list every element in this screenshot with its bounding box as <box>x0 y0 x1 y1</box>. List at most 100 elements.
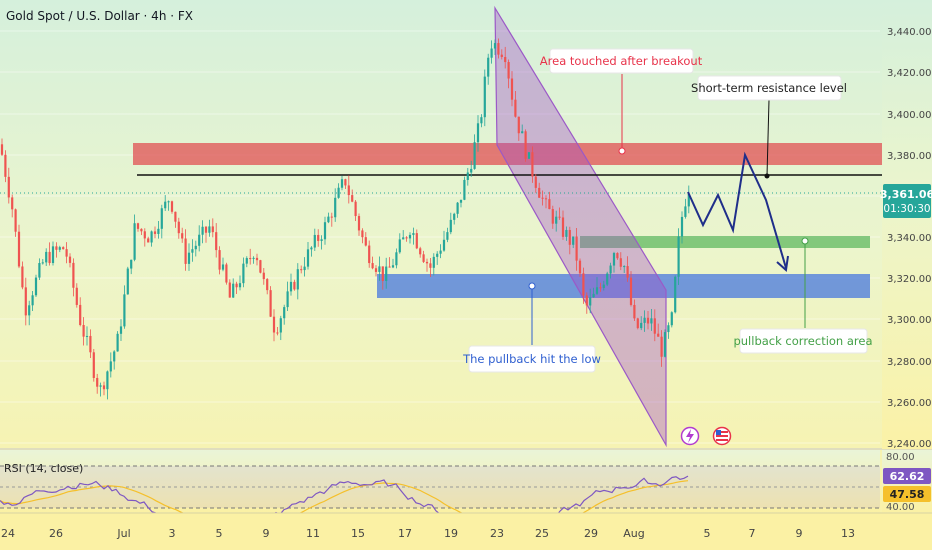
candle-body <box>442 239 446 251</box>
current-price-label: 3,361.06 <box>880 188 932 201</box>
candle-body <box>340 179 344 188</box>
candle-body <box>354 201 357 217</box>
candle-body <box>446 232 449 240</box>
candle-body <box>266 279 269 291</box>
candle-body <box>527 152 531 159</box>
candle-body <box>602 284 605 288</box>
candle-body <box>371 263 374 269</box>
candle-body <box>636 318 639 329</box>
candle-body <box>201 226 204 235</box>
us-flag-event-icon[interactable] <box>712 426 732 446</box>
red-resistance-zone[interactable] <box>133 143 882 165</box>
candle-body <box>327 216 330 223</box>
pullback-hit-low-label: The pullback hit the low <box>462 352 601 366</box>
candle-body <box>432 256 435 268</box>
pullback-correction-annotation[interactable]: pullback correction area <box>733 328 873 354</box>
candle-body <box>143 231 146 239</box>
candle-body <box>51 246 55 264</box>
blue-support-zone[interactable] <box>377 274 870 298</box>
pullback-hit-low-annotation[interactable]: The pullback hit the low <box>462 345 601 373</box>
candle-body <box>555 216 558 224</box>
time-tick-label: 29 <box>584 527 598 540</box>
time-axis[interactable] <box>0 513 932 550</box>
area-touched-annotation[interactable]: Area touched after breakout <box>540 48 703 74</box>
candle-body <box>126 268 129 295</box>
candle-body <box>157 228 160 234</box>
candle-body <box>466 172 469 180</box>
candle-body <box>228 282 231 298</box>
candle-body <box>643 317 646 323</box>
price-tick-label: 3,320.00 <box>887 274 932 285</box>
candle-body <box>75 287 78 305</box>
candle-body <box>646 317 650 324</box>
candle-body <box>395 252 398 266</box>
candle-body <box>300 269 303 271</box>
candle-body <box>34 277 38 296</box>
candle-body <box>102 385 106 390</box>
candle-body <box>48 251 51 264</box>
candle-body <box>269 290 272 317</box>
candle-body <box>286 291 289 308</box>
candle-body <box>174 211 177 222</box>
candle-body <box>7 176 10 198</box>
candle-body <box>674 276 677 313</box>
candle-body <box>133 223 136 260</box>
descending-channel[interactable] <box>494 5 667 448</box>
candle-body <box>439 250 442 254</box>
candle-body <box>147 238 150 243</box>
candle-body <box>606 273 609 285</box>
grid <box>0 30 880 444</box>
candle-body <box>85 335 89 337</box>
candle-body <box>58 247 61 250</box>
candles <box>0 38 690 400</box>
candle-body <box>255 257 259 261</box>
candle-body <box>106 371 109 390</box>
candle-body <box>150 231 153 243</box>
candle-body <box>0 144 4 155</box>
candle-body <box>640 322 643 329</box>
time-tick-label: 5 <box>216 527 223 540</box>
candle-body <box>14 209 17 232</box>
time-tick-label: 3 <box>169 527 176 540</box>
candle-body <box>235 283 238 288</box>
candle-body <box>194 245 197 250</box>
candle-body <box>238 283 242 288</box>
candle-body <box>187 252 191 264</box>
candle-body <box>347 185 350 196</box>
area-touched-label: Area touched after breakout <box>540 54 703 68</box>
candle-body <box>317 234 320 241</box>
candle-body <box>510 78 514 100</box>
candle-body <box>259 260 262 273</box>
candle-body <box>517 116 520 134</box>
candle-body <box>650 318 653 324</box>
price-tick-label: 3,400.00 <box>887 110 932 121</box>
candle-body <box>368 245 371 264</box>
candle-body <box>41 262 44 264</box>
price-tick-label: 3,340.00 <box>887 233 932 244</box>
lightning-event-icon[interactable] <box>680 426 700 446</box>
current-price-badge: 3,361.06 01:30:30 <box>880 184 932 218</box>
price-tick-label: 3,280.00 <box>887 357 932 368</box>
green-pullback-zone[interactable] <box>580 236 870 248</box>
price-tick-label: 3,420.00 <box>887 68 932 79</box>
short-term-resistance-annotation[interactable]: Short-term resistance level <box>691 75 847 101</box>
candle-body <box>289 281 293 292</box>
candle-body <box>374 268 378 272</box>
time-tick-label: Aug <box>623 527 644 540</box>
time-tick-label: 11 <box>306 527 320 540</box>
candle-body <box>493 43 497 49</box>
candle-body <box>429 263 432 268</box>
price-axis[interactable] <box>882 0 932 449</box>
projected-path[interactable] <box>687 151 787 269</box>
candle-body <box>119 326 123 334</box>
rsi-label: RSI (14, close) <box>4 462 83 475</box>
price-tick-label: 3,260.00 <box>887 398 932 409</box>
candle-body <box>330 216 333 218</box>
candle-body <box>538 187 541 198</box>
candle-body <box>167 201 170 203</box>
price-tick-label: 3,440.00 <box>887 27 932 38</box>
candle-body <box>578 260 582 274</box>
candle-body <box>470 168 473 173</box>
